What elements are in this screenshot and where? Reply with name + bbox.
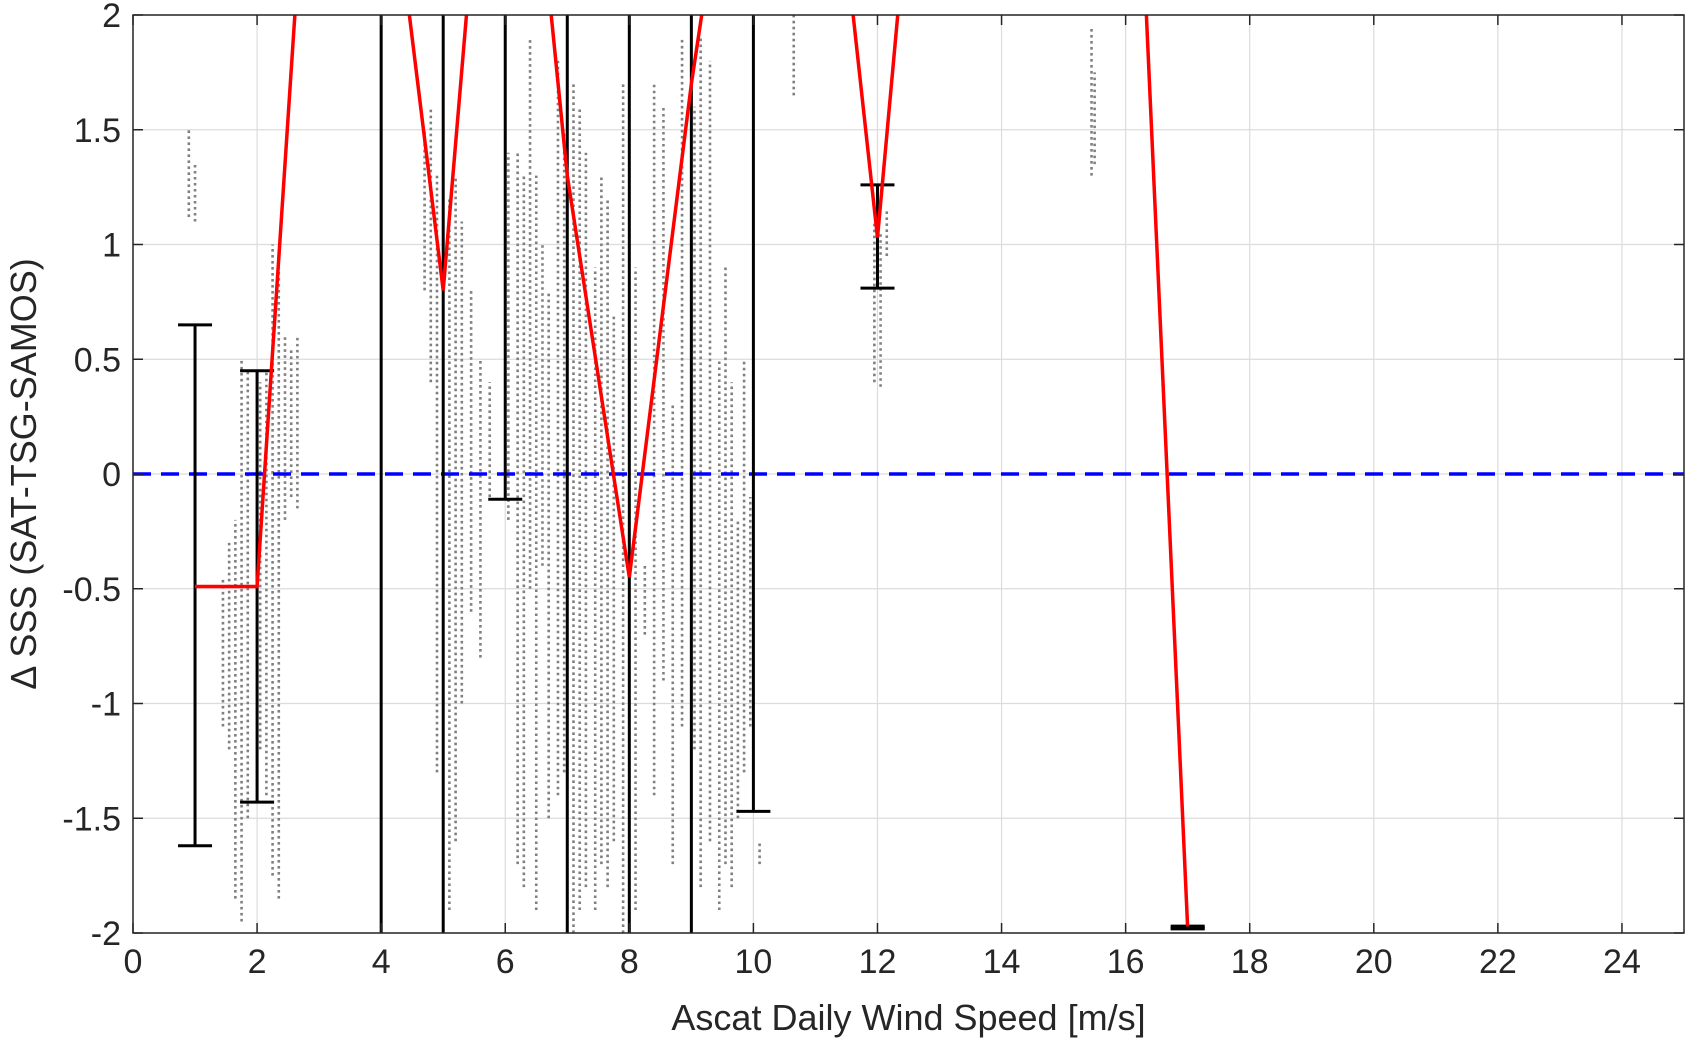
x-tick-label: 4 — [372, 943, 391, 981]
x-tick-label: 18 — [1231, 943, 1269, 981]
x-tick-label: 6 — [496, 943, 515, 981]
y-tick-label: -1.5 — [62, 800, 121, 838]
x-tick-label: 10 — [734, 943, 772, 981]
y-tick-label: -1 — [91, 686, 121, 724]
x-tick-label: 16 — [1107, 943, 1145, 981]
x-tick-label: 22 — [1479, 943, 1517, 981]
x-tick-label: 24 — [1603, 943, 1641, 981]
scatter-points — [187, 15, 1096, 933]
mean-line — [195, 15, 1205, 931]
y-tick-label: 0.5 — [74, 341, 121, 379]
x-tick-label: 14 — [983, 943, 1021, 981]
y-tick-label: 0 — [102, 456, 121, 494]
x-tick-label: 8 — [620, 943, 639, 981]
x-tick-label: 0 — [124, 943, 143, 981]
x-axis-title: Ascat Daily Wind Speed [m/s] — [671, 997, 1145, 1038]
y-tick-label: 1 — [102, 227, 121, 265]
y-tick-label: -0.5 — [62, 571, 121, 609]
y-tick-label: 1.5 — [74, 112, 121, 150]
mean-line-path — [195, 15, 1190, 929]
y-tick-label: -2 — [91, 915, 121, 953]
x-tick-label: 12 — [859, 943, 897, 981]
axis-ticks: 0 2 4 6 8 10 12 14 16 18 20 22 24-2-1.5-1-0.500.511.… — [62, 0, 1684, 981]
x-tick-label: 2 — [248, 943, 267, 981]
x-tick-label: 20 — [1355, 943, 1393, 981]
y-tick-label: 2 — [102, 0, 121, 35]
y-axis-title: Δ SSS (SAT-TSG-SAMOS) — [3, 258, 44, 689]
